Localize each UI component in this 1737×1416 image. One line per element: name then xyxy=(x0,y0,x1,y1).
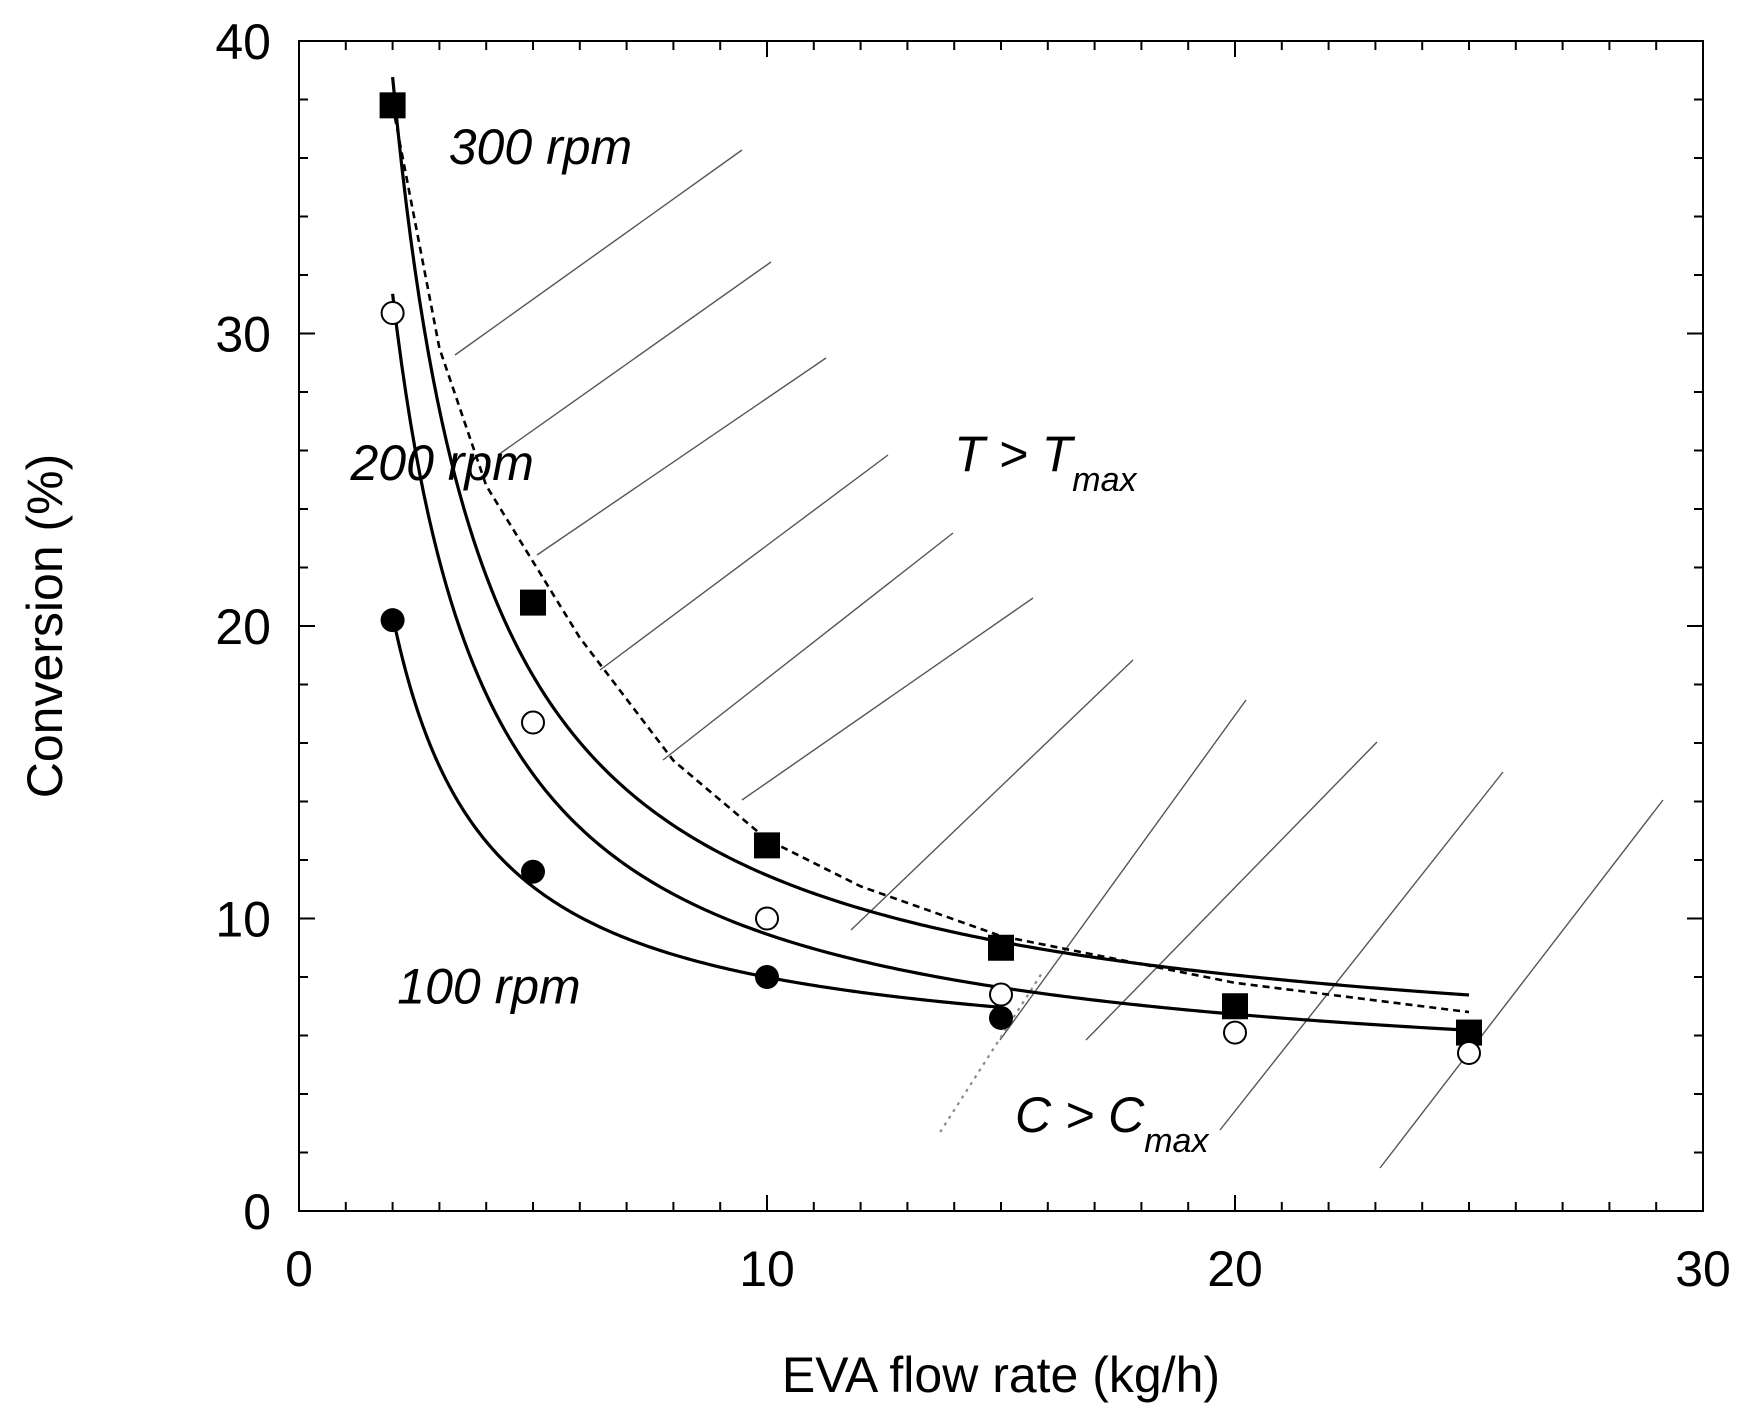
boundary-lines xyxy=(391,105,1470,1133)
data-point-open-circle xyxy=(380,301,405,326)
rpm-label: 200 rpm xyxy=(349,435,533,491)
rpm-label: 300 rpm xyxy=(449,119,632,175)
hatch-line xyxy=(662,532,954,761)
hatch-line xyxy=(850,659,1134,931)
x-tick-label: 30 xyxy=(1675,1241,1731,1297)
plot-frame xyxy=(298,40,1704,1212)
data-point-filled-circle xyxy=(989,1005,1013,1030)
data-point-filled-circle xyxy=(521,859,545,884)
x-axis-title: EVA flow rate (kg/h) xyxy=(782,1347,1220,1403)
hatch-line xyxy=(1085,741,1378,1041)
hatch-line xyxy=(454,149,743,356)
data-point-square xyxy=(379,92,406,119)
rpm-label: 100 rpm xyxy=(397,958,580,1014)
hatch-line xyxy=(741,597,1034,801)
y-tick-label: 40 xyxy=(215,14,271,70)
region-label: T > Tmax xyxy=(954,426,1137,499)
fit-curve xyxy=(391,76,1470,997)
hatch-line xyxy=(1379,799,1664,1169)
annotations: 300 rpm 200 rpm 100 rpm T > Tmax C > Cmax xyxy=(349,119,1209,1160)
fit-curve xyxy=(391,293,1470,1032)
hatch-region xyxy=(454,149,1664,1169)
y-tick-label: 30 xyxy=(215,307,271,363)
data-point-square xyxy=(520,589,546,616)
data-point-open-circle xyxy=(989,982,1013,1007)
data-point-filled-circle xyxy=(755,965,779,989)
hatch-line xyxy=(497,261,772,456)
region-label-subscript: max xyxy=(1144,1122,1209,1160)
boundary-dashed xyxy=(391,105,1470,1014)
data-point-open-circle xyxy=(1457,1041,1481,1066)
y-axis-title: Conversion (%) xyxy=(17,454,73,799)
hatch-line xyxy=(1219,771,1504,1131)
tick-labels: 0 10 20 30 0 10 20 30 40 xyxy=(215,14,1730,1297)
x-tick-label: 20 xyxy=(1207,1241,1263,1297)
data-point-open-circle xyxy=(755,906,779,931)
y-tick-label: 10 xyxy=(215,892,271,948)
y-tick-label: 20 xyxy=(215,599,271,655)
data-point-open-circle xyxy=(1223,1020,1247,1045)
data-point-square xyxy=(988,934,1014,961)
region-label-subscript: max xyxy=(1072,461,1137,499)
region-label: C > Cmax xyxy=(1015,1087,1209,1160)
fit-curves xyxy=(391,76,1470,1032)
data-point-square xyxy=(1222,993,1248,1020)
data-points xyxy=(379,92,1482,1066)
hatch-line xyxy=(599,454,889,671)
data-point-open-circle xyxy=(521,710,545,735)
x-tick-label: 10 xyxy=(739,1241,795,1297)
y-tick-label: 0 xyxy=(243,1184,271,1240)
data-point-filled-circle xyxy=(380,608,405,633)
hatch-line xyxy=(999,699,1247,1041)
hatch-line xyxy=(536,357,827,556)
data-point-square xyxy=(754,832,780,859)
x-tick-label: 0 xyxy=(285,1241,313,1297)
fit-curve xyxy=(391,615,1002,1009)
